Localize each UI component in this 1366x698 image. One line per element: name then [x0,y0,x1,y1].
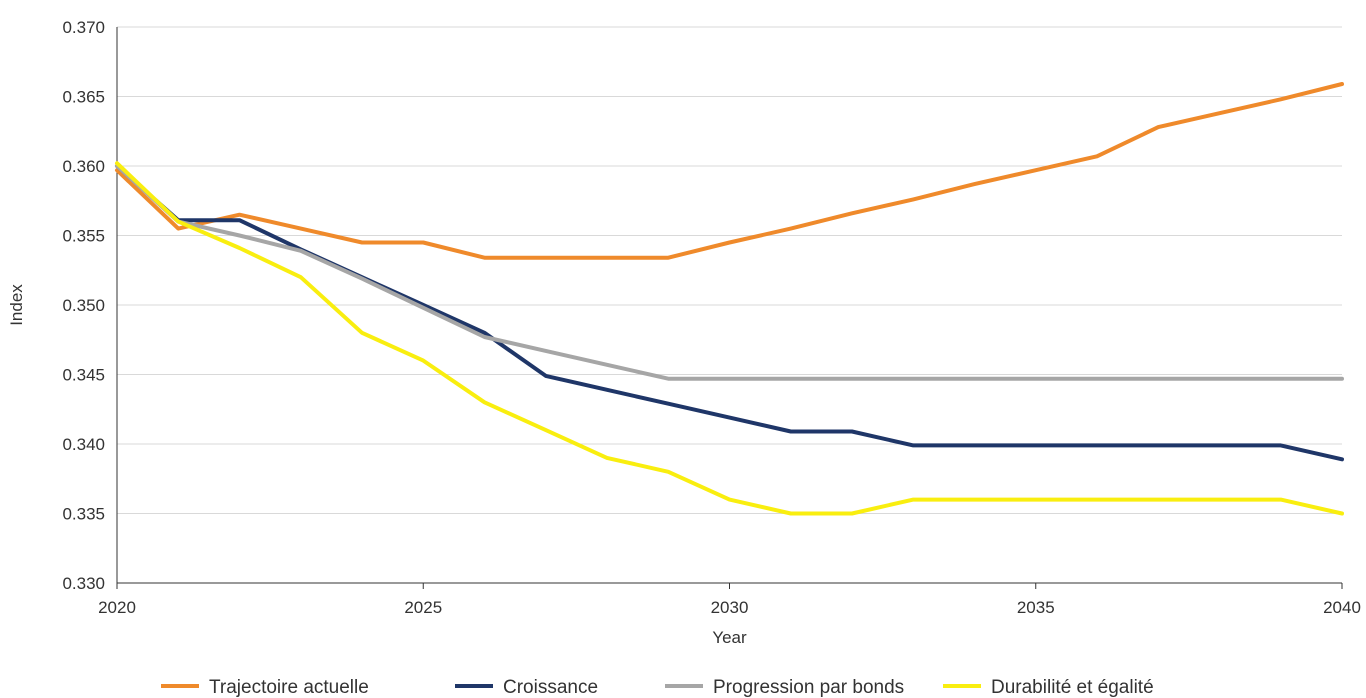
x-tick-labels: 2020 2025 2030 2035 2040 [98,583,1361,617]
x-tick-label: 2020 [98,598,136,617]
x-tick-label: 2030 [711,598,749,617]
x-axis-label: Year [712,628,747,647]
y-tick-label: 0.350 [62,296,105,315]
series-line-1 [115,164,1344,462]
legend-item: Trajectoire actuelle [161,677,369,698]
x-tick-label: 2040 [1323,598,1361,617]
y-tick-label: 0.360 [62,157,105,176]
legend-item: Progression par bonds [665,677,904,698]
y-tick-label: 0.330 [62,574,105,593]
y-tick-label: 0.355 [62,227,105,246]
y-axis-label: Index [7,284,26,326]
legend-item: Croissance [455,677,598,698]
legend: Trajectoire actuelle Croissance Progressio… [161,677,1154,698]
y-tick-label: 0.370 [62,18,105,37]
x-tick-label: 2025 [404,598,442,617]
series-line-2 [115,164,1344,381]
gridlines [117,26,1342,514]
x-tick-label: 2035 [1017,598,1055,617]
y-tick-label: 0.335 [62,505,105,524]
y-tick-label: 0.365 [62,88,105,107]
y-tick-labels: 0.330 0.335 0.340 0.345 0.350 0.355 0.360 0.365… [62,18,105,593]
legend-label: Croissance [503,677,598,698]
series-line-0 [115,82,1344,260]
series-line-3 [115,161,1344,516]
legend-label: Durabilité et égalité [991,677,1154,698]
legend-label: Progression par bonds [713,677,904,698]
y-tick-label: 0.345 [62,366,105,385]
series-lines [115,82,1344,516]
legend-label: Trajectoire actuelle [209,677,369,698]
y-tick-label: 0.340 [62,435,105,454]
legend-item: Durabilité et égalité [943,677,1154,698]
